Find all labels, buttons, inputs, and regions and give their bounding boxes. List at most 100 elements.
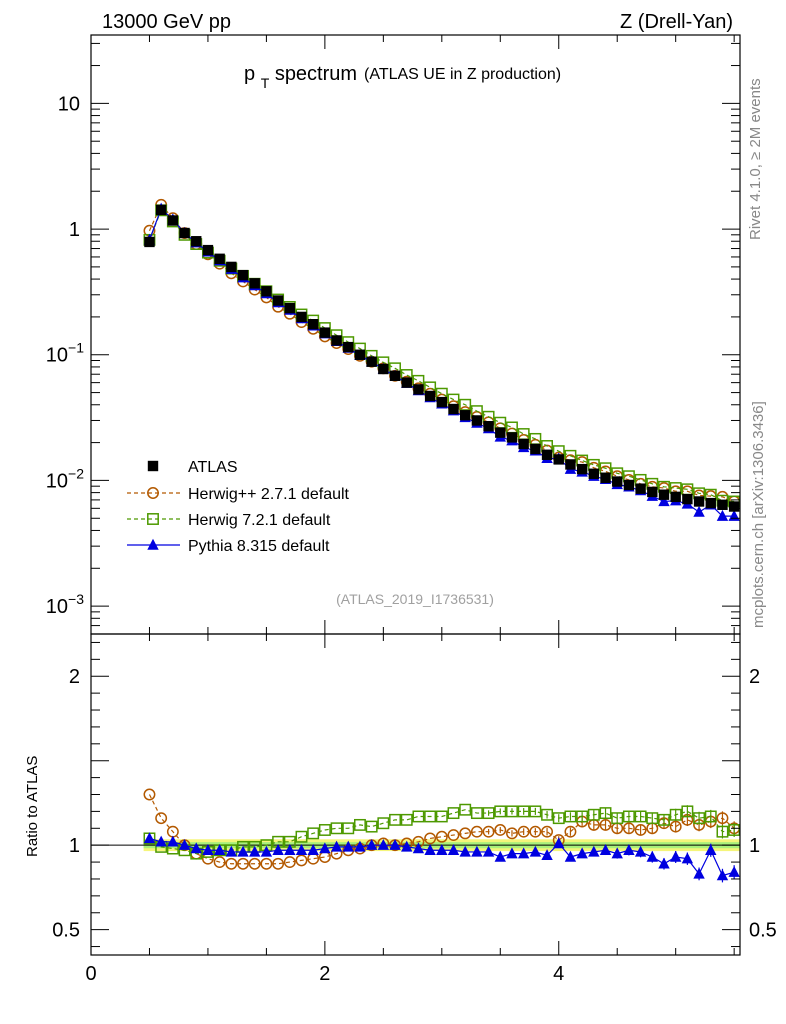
ratio-point [272,857,285,870]
rivet-version-label: Rivet 4.1.0, ≥ 2M events [747,78,764,240]
ratio-point [587,808,600,821]
ratio-point [319,842,331,854]
ratio-point [658,813,670,826]
ratio-point [634,845,647,857]
ratio-point [283,856,296,869]
ratio-point [553,837,565,849]
data-point [705,497,716,509]
data-point [284,302,295,314]
ratio-point [435,810,448,823]
chart-title-sub: T [261,75,270,91]
header-right: Z (Drell-Yan) [620,11,733,33]
ratio-point [167,835,179,847]
ratio-point [470,807,483,820]
data-point [354,349,366,360]
ratio-point [284,844,296,855]
ratio-y-tick-label-left: 2 [69,666,80,688]
ratio-point [459,803,472,816]
ratio-point [318,824,331,836]
data-point [191,236,202,247]
ratio-point [459,845,471,857]
ratio-point [716,869,729,881]
ratio-axis-label: Ratio to ATLAS [24,756,41,857]
ratio-point [213,844,226,855]
x-tick-label: 2 [319,963,330,985]
ratio-y-tick-label-right: 0.5 [749,920,777,942]
data-point [670,491,681,503]
data-point [436,396,448,408]
ratio-point [342,840,354,852]
ratio-point [576,810,589,823]
ratio-point [354,840,366,852]
y-tick-label: 10−1 [46,340,84,367]
ratio-point [447,807,460,820]
data-point [506,421,518,434]
series-atlas [144,204,740,512]
ratio-point [646,850,658,862]
data-point [202,244,214,256]
ratio-point [307,827,320,840]
y-tick-base: 10 [46,470,68,492]
chart-title-main: p [244,63,255,85]
analysis-reference: (ATLAS_2019_I1736531) [336,591,494,607]
ratio-point [225,845,238,857]
ratio-point [482,825,495,838]
ratio-point [494,805,507,818]
ratio-point [178,838,191,850]
ratio-point [611,812,624,825]
legend-marker [147,513,159,525]
y-tick-base: 10 [46,345,68,367]
ratio-point [295,830,308,843]
ratio-point [728,866,740,877]
ratio-point [681,805,694,818]
ratio-point [377,817,390,830]
legend-item-herwig-7-2-1-default: Herwig 7.2.1 default [127,512,331,529]
data-point [495,427,506,438]
legend: ATLAS Herwig++ 2.7.1 default Herwig 7.2.1 … [127,459,350,555]
ratio-point [237,857,249,870]
ratio-point [576,847,588,859]
ratio-point [599,807,612,820]
data-point [144,236,155,248]
data-point [296,311,307,323]
ratio-point [143,832,156,844]
ratio-point [435,830,448,843]
ratio-point [506,805,518,818]
data-point [448,403,459,415]
ratio-point [213,856,226,869]
ratio-point [201,852,214,865]
data-point [459,410,471,421]
ratio-point [155,812,168,825]
ratio-point [541,808,554,821]
data-point [518,438,529,450]
ratio-point [634,824,647,836]
ratio-point [447,829,460,841]
ratio-point [482,807,495,820]
data-point [424,390,436,402]
ratio-point [155,835,167,847]
data-point [272,295,284,306]
ratio-point [634,810,647,823]
ratio-point [330,822,343,835]
data-point [716,509,729,521]
data-point [483,421,494,432]
ratio-point [517,847,530,859]
ratio-y-tick-label-left: 1 [69,835,80,857]
data-point [471,415,483,426]
ratio-point [260,845,273,857]
legend-item-herwig-2-7-1-default: Herwig++ 2.7.1 default [127,486,350,503]
ratio-point [728,824,740,836]
ratio-point [237,845,249,857]
ratio-point [248,857,261,870]
data-point [576,463,588,475]
data-point [249,278,260,289]
ratio-point [552,812,565,825]
ratio-point [599,818,612,831]
ratio-point [459,827,472,840]
legend-label: Herwig++ 2.7.1 default [188,486,350,503]
upper-plot-marks [143,198,740,521]
ratio-point [272,844,284,855]
legend-marker [147,460,159,472]
